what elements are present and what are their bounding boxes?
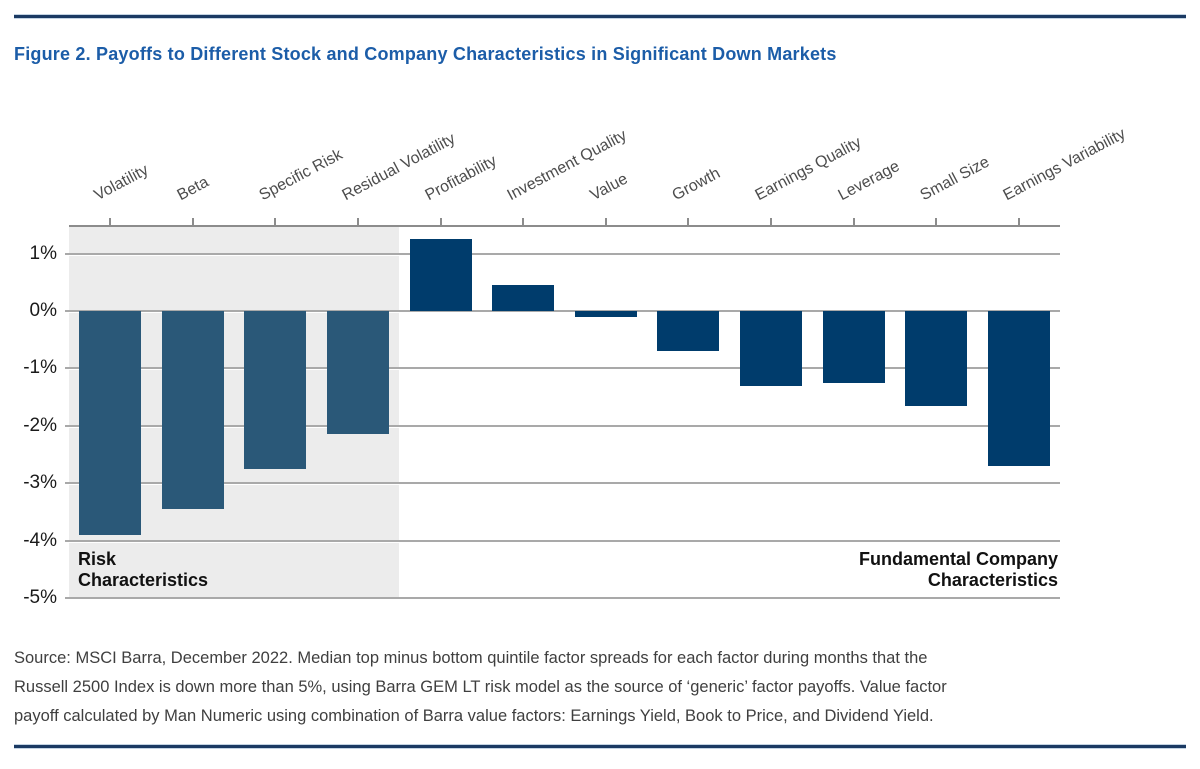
y-axis-label--2%: -2% <box>23 414 57 436</box>
category-label-beta: Beta <box>174 173 212 205</box>
top-axis-tick-investment-quality <box>522 218 525 225</box>
category-label-small-size: Small Size <box>917 153 993 205</box>
top-axis-line <box>69 225 1060 227</box>
top-axis-tick-small-size <box>935 218 938 225</box>
top-axis-tick-volatility <box>109 218 112 225</box>
top-axis-tick-earnings-variability <box>1017 218 1020 225</box>
group-label-fundamental-company-characteristics: Fundamental Company Characteristics <box>858 549 1058 590</box>
bar-leverage <box>822 311 885 383</box>
bar-beta <box>161 311 224 510</box>
bar-growth <box>657 311 720 352</box>
top-axis-tick-growth <box>687 218 690 225</box>
top-axis-tick-leverage <box>852 218 855 225</box>
top-axis-tick-earnings-quality <box>769 218 772 225</box>
top-axis-tick-value <box>604 218 607 225</box>
gridline--4% <box>65 539 1060 542</box>
top-axis-tick-profitability <box>439 218 442 225</box>
bar-small-size <box>905 311 968 406</box>
category-label-volatility: Volatility <box>91 161 152 205</box>
source-note-line: Source: MSCI Barra, December 2022. Media… <box>14 649 928 667</box>
bar-earnings-variability <box>987 311 1050 466</box>
category-label-earnings-variability: Earnings Variability <box>1000 125 1129 205</box>
category-label-leverage: Leverage <box>835 157 902 205</box>
y-axis-label-0%: 0% <box>29 300 57 322</box>
bar-chart: 1% 0% -1% -2% -3% -4% -5% Volatility Beta Specifi… <box>23 125 1128 608</box>
figure-title: Figure 2. Payoffs to Different Stock and… <box>14 44 837 64</box>
y-axis-label--4%: -4% <box>23 529 57 551</box>
bar-earnings-quality <box>739 311 802 386</box>
bar-value <box>574 311 637 317</box>
bar-residual-volatility <box>327 311 390 435</box>
bar-profitability <box>409 239 472 312</box>
gridline-1% <box>65 252 1060 255</box>
bottom-rule <box>14 745 1186 748</box>
gridline--2% <box>65 424 1060 427</box>
gridline-0% <box>65 310 1060 313</box>
plot-area: 1% 0% -1% -2% -3% -4% -5% Volatility Beta Specifi… <box>23 125 1128 608</box>
y-axis-label--3%: -3% <box>23 472 57 494</box>
top-axis-tick-residual-volatility <box>357 218 360 225</box>
y-axis-label--5%: -5% <box>23 587 57 608</box>
bar-specific-risk <box>244 311 307 469</box>
bar-investment-quality <box>492 285 555 312</box>
category-label-profitability: Profitability <box>422 152 500 205</box>
category-label-value: Value <box>587 170 631 205</box>
source-note-line: Russell 2500 Index is down more than 5%,… <box>14 678 947 696</box>
bar-volatility <box>79 311 142 535</box>
gridline--3% <box>65 482 1060 485</box>
top-axis-tick-specific-risk <box>274 218 277 225</box>
group-label-risk-characteristics: Risk Characteristics <box>78 549 209 590</box>
y-axis-label--1%: -1% <box>23 357 57 379</box>
source-note-line: payoff calculated by Man Numeric using c… <box>14 707 934 725</box>
source-note: Source: MSCI Barra, December 2022. Media… <box>14 644 1179 731</box>
y-axis-label-1%: 1% <box>29 242 57 264</box>
top-rule <box>14 15 1186 18</box>
category-label-specific-risk: Specific Risk <box>257 146 346 205</box>
gridline--1% <box>65 367 1060 370</box>
top-axis-tick-beta <box>191 218 194 225</box>
category-label-growth: Growth <box>669 164 724 205</box>
gridline--5% <box>65 597 1060 599</box>
